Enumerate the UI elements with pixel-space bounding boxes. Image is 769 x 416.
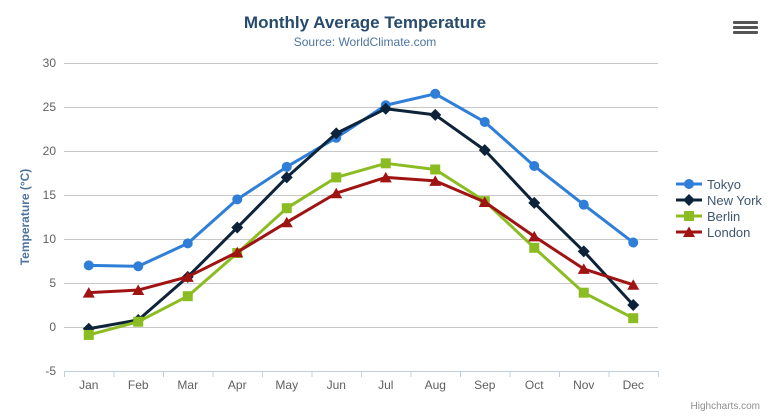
- data-point-marker[interactable]: [280, 171, 293, 184]
- legend-item-tokyo[interactable]: Tokyo: [676, 176, 762, 192]
- data-point-marker[interactable]: [182, 238, 193, 249]
- data-point-marker[interactable]: [330, 187, 343, 199]
- legend: Tokyo New York Berlin London: [676, 176, 762, 240]
- legend-item-london[interactable]: London: [676, 224, 762, 240]
- series-london[interactable]: [82, 171, 640, 298]
- data-point-marker[interactable]: [528, 196, 541, 209]
- data-point-marker[interactable]: [182, 291, 193, 302]
- data-point-marker[interactable]: [132, 284, 145, 296]
- legend-label-berlin: Berlin: [707, 208, 741, 224]
- credits-link[interactable]: Highcharts.com: [690, 401, 760, 412]
- x-tick-label: Jun: [327, 378, 346, 392]
- hamburger-icon: [733, 31, 758, 34]
- x-tick-label: Jul: [378, 378, 393, 392]
- data-point-marker[interactable]: [578, 287, 589, 298]
- x-tick-label: Nov: [573, 378, 594, 392]
- y-tick-label: 25: [43, 100, 57, 114]
- x-tick-label: Jan: [79, 378, 98, 392]
- data-point-marker[interactable]: [281, 161, 292, 172]
- data-point-marker[interactable]: [529, 242, 540, 253]
- data-point-marker[interactable]: [133, 316, 144, 327]
- y-tick-label: 5: [49, 276, 56, 290]
- data-point-marker[interactable]: [578, 199, 589, 210]
- circle-marker-icon: [676, 179, 702, 189]
- x-tick-label: Oct: [525, 378, 544, 392]
- data-point-marker[interactable]: [479, 116, 490, 127]
- series-line-london: [87, 175, 635, 295]
- y-tick-label: 10: [43, 232, 57, 246]
- x-tick-label: May: [275, 378, 298, 392]
- y-axis-title: Temperature (°C): [18, 168, 32, 266]
- data-point-marker[interactable]: [379, 171, 392, 183]
- data-point-marker[interactable]: [380, 158, 391, 169]
- data-point-marker[interactable]: [627, 279, 640, 290]
- data-point-marker[interactable]: [430, 88, 441, 99]
- data-point-marker[interactable]: [684, 179, 694, 189]
- data-point-marker[interactable]: [82, 287, 95, 298]
- data-point-marker[interactable]: [83, 329, 94, 340]
- data-point-marker[interactable]: [280, 216, 293, 228]
- data-point-marker[interactable]: [429, 108, 442, 121]
- x-tick-label: Feb: [128, 378, 149, 392]
- data-point-marker[interactable]: [281, 203, 292, 214]
- data-point-marker[interactable]: [577, 263, 590, 274]
- data-point-marker[interactable]: [430, 164, 441, 175]
- square-marker-icon: [676, 211, 702, 221]
- y-tick-label: 15: [43, 188, 57, 202]
- data-point-marker[interactable]: [379, 102, 392, 115]
- data-point-marker[interactable]: [683, 194, 695, 206]
- legend-item-new-york[interactable]: New York: [676, 192, 762, 208]
- data-point-marker[interactable]: [232, 194, 243, 205]
- y-tick-label: 30: [43, 56, 57, 70]
- y-tick-label: 0: [49, 320, 56, 334]
- data-point-marker[interactable]: [478, 196, 491, 208]
- triangle-marker-icon: [676, 226, 702, 238]
- data-point-marker[interactable]: [181, 271, 194, 282]
- data-point-marker[interactable]: [628, 313, 639, 324]
- x-tick-label: Sep: [474, 378, 496, 392]
- legend-label-new-york: New York: [707, 192, 762, 208]
- legend-label-london: London: [707, 224, 751, 240]
- hamburger-icon: [733, 26, 758, 29]
- data-point-marker[interactable]: [628, 237, 639, 248]
- x-tick-label: Dec: [623, 378, 644, 392]
- data-point-marker[interactable]: [331, 172, 342, 183]
- data-point-marker[interactable]: [684, 211, 694, 221]
- series-line-berlin: [87, 161, 635, 337]
- data-point-marker[interactable]: [478, 144, 491, 157]
- chart-title: Monthly Average Temperature: [243, 13, 487, 32]
- data-point-marker[interactable]: [627, 299, 640, 311]
- x-tick-label: Mar: [177, 378, 198, 392]
- data-point-marker[interactable]: [429, 175, 442, 186]
- data-point-marker[interactable]: [133, 261, 144, 272]
- x-tick-label: Apr: [228, 378, 247, 392]
- legend-label-tokyo: Tokyo: [707, 176, 741, 192]
- export-menu-button[interactable]: [733, 21, 758, 35]
- hamburger-icon: [733, 21, 758, 24]
- data-point-marker[interactable]: [577, 245, 590, 258]
- series-line-new-york: [87, 107, 635, 331]
- diamond-marker-icon: [676, 194, 702, 206]
- legend-item-berlin[interactable]: Berlin: [676, 208, 762, 224]
- data-point-marker[interactable]: [231, 246, 244, 258]
- y-tick-label: -5: [45, 364, 56, 378]
- data-point-marker[interactable]: [529, 160, 540, 171]
- x-tick-label: Aug: [425, 378, 446, 392]
- y-tick-label: 20: [43, 144, 57, 158]
- series-new-york[interactable]: [82, 102, 640, 335]
- chart-subtitle: Source: WorldClimate.com: [293, 35, 437, 49]
- data-point-marker[interactable]: [683, 226, 695, 238]
- data-point-marker[interactable]: [330, 127, 343, 140]
- data-point-marker[interactable]: [83, 260, 94, 271]
- data-point-marker[interactable]: [231, 221, 244, 234]
- series-tokyo[interactable]: [83, 88, 639, 272]
- data-point-marker[interactable]: [528, 230, 541, 242]
